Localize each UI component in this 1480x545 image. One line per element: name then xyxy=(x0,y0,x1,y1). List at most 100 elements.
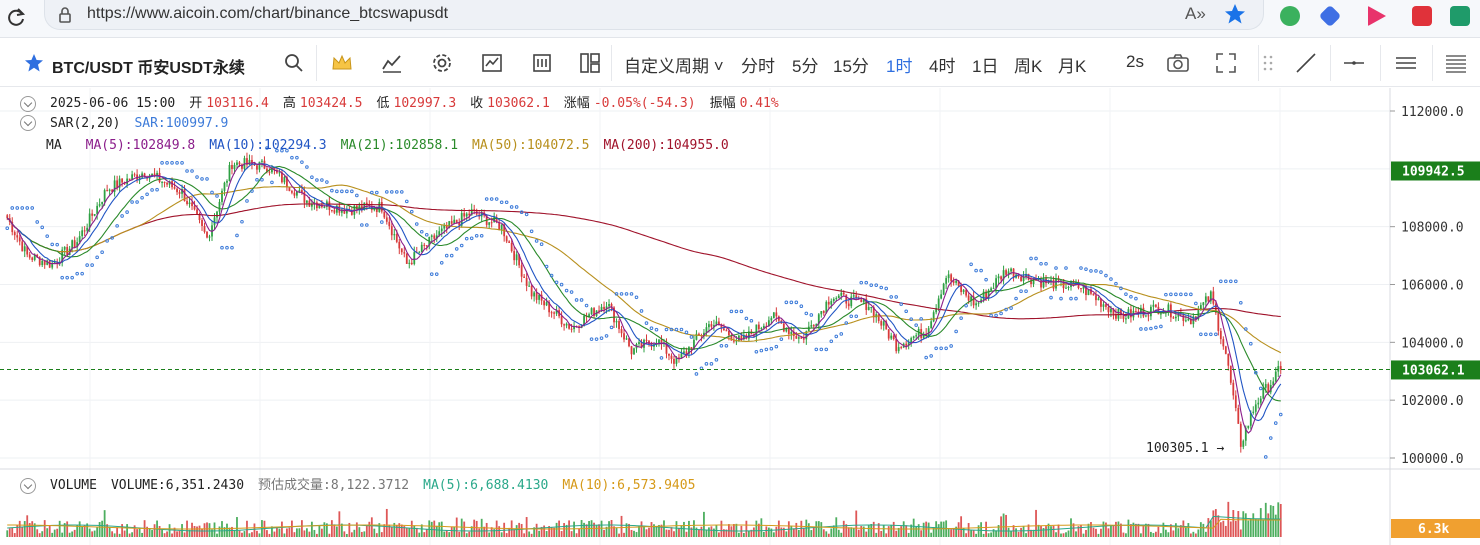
candle-body xyxy=(1199,305,1202,310)
sar-dot xyxy=(1039,261,1043,266)
period-tab-fenshi[interactable]: 分时 xyxy=(741,57,775,76)
volume-bar xyxy=(815,521,818,537)
extension-triangle-icon[interactable] xyxy=(1318,4,1342,28)
extension-cloud-icon[interactable] xyxy=(1280,6,1300,26)
period-tab-5m[interactable]: 5分 xyxy=(792,57,819,76)
volume-bar xyxy=(485,522,488,537)
candle-body xyxy=(468,213,471,216)
extension-wallet-icon[interactable] xyxy=(1450,6,1470,26)
candle-body xyxy=(782,323,785,332)
sar-dot xyxy=(195,175,199,179)
extension-play-icon[interactable] xyxy=(1368,6,1386,26)
url-text[interactable]: https://www.aicoin.com/chart/binance_btc… xyxy=(87,5,449,22)
drag-handle-icon[interactable] xyxy=(1262,51,1274,75)
favorite-star-icon[interactable] xyxy=(1223,2,1247,26)
sar-dot xyxy=(15,206,20,210)
extension-grid-icon[interactable] xyxy=(1412,6,1432,26)
candle-body xyxy=(138,177,141,180)
collapse-toggle-icon[interactable] xyxy=(20,115,36,131)
period-tab-15m[interactable]: 15分 xyxy=(833,57,869,76)
candle-body xyxy=(365,202,368,206)
candle-body xyxy=(1224,346,1227,354)
period-tab-4h[interactable]: 4时 xyxy=(929,57,956,76)
sar-dot xyxy=(1243,327,1248,331)
candle-body xyxy=(223,182,226,191)
sar-dot xyxy=(669,327,674,332)
candle-body xyxy=(977,302,980,304)
volume-bar xyxy=(710,526,713,537)
volume-bar xyxy=(528,531,531,537)
search-icon[interactable] xyxy=(282,51,306,75)
horizontal-line-icon[interactable] xyxy=(1342,51,1366,75)
candle-body xyxy=(800,337,803,339)
volume-bar xyxy=(1157,526,1160,537)
sar-dot xyxy=(120,214,124,218)
sar-dot xyxy=(30,206,35,210)
template-icon[interactable] xyxy=(530,51,554,75)
volume-bar xyxy=(121,524,124,537)
fullscreen-icon[interactable] xyxy=(1214,51,1238,75)
camera-icon[interactable] xyxy=(1166,51,1190,75)
volume-bar xyxy=(1167,532,1170,537)
chart-type-icon[interactable] xyxy=(480,51,504,75)
volume-bar xyxy=(281,521,283,537)
sar-dot xyxy=(549,273,554,278)
address-bar[interactable]: https://www.aicoin.com/chart/binance_btc… xyxy=(44,0,1264,30)
volume-bar xyxy=(163,533,166,537)
sar-dot xyxy=(389,190,394,194)
ma5-value: MA(5):102849.8 xyxy=(85,138,196,153)
volume-bar xyxy=(633,530,635,537)
trend-line-icon[interactable] xyxy=(1294,51,1318,75)
favorite-star-icon[interactable] xyxy=(24,53,44,73)
custom-period-dropdown[interactable]: 自定义周期 ˅ xyxy=(624,57,724,76)
sar-dot xyxy=(110,236,114,240)
candle-body xyxy=(815,323,818,327)
volume-bar xyxy=(1209,520,1212,537)
gear-icon[interactable] xyxy=(430,51,454,75)
period-tab-1d[interactable]: 1日 xyxy=(972,57,999,76)
collapse-toggle-icon[interactable] xyxy=(20,477,36,494)
volume-bar xyxy=(870,523,873,537)
volume-bar xyxy=(1217,515,1220,537)
volume-bar xyxy=(523,533,526,537)
parallel-channel-icon[interactable] xyxy=(1394,51,1418,75)
candle-body xyxy=(615,321,618,323)
volume-bar xyxy=(525,517,528,537)
volume-bar xyxy=(1107,528,1110,537)
candle-body xyxy=(96,205,99,215)
volume-bar xyxy=(905,525,908,537)
layout-icon[interactable] xyxy=(578,51,602,75)
candle-body xyxy=(163,181,166,183)
volume-bar xyxy=(720,520,723,537)
symbol-title[interactable]: BTC/USDT 币安USDT永续 xyxy=(52,60,245,77)
read-aloud-icon[interactable]: A» xyxy=(1185,4,1206,23)
candle-body xyxy=(832,299,835,302)
reload-icon[interactable] xyxy=(4,6,28,30)
volume-bar xyxy=(320,528,323,537)
period-tab-1h[interactable]: 1时 xyxy=(886,57,913,76)
sar-dot xyxy=(1204,332,1208,337)
ma21-line xyxy=(6,165,1281,402)
candle-body xyxy=(500,224,503,230)
refresh-interval[interactable]: 2s xyxy=(1126,52,1144,71)
crown-icon[interactable] xyxy=(330,51,354,75)
indicator-icon[interactable] xyxy=(380,51,404,75)
fibonacci-icon[interactable] xyxy=(1444,51,1468,75)
volume-bar xyxy=(323,522,326,537)
collapse-toggle-icon[interactable] xyxy=(20,95,36,112)
chart-area[interactable]: 112000.0 108000.0 106000.0 104000.0 102000.0… xyxy=(0,88,1480,545)
volume-bar xyxy=(795,522,798,537)
sar-dot xyxy=(370,190,374,195)
volume-bar xyxy=(975,533,978,537)
sar-dot xyxy=(310,175,314,179)
candle-body xyxy=(123,182,126,185)
period-tab-week[interactable]: 周K xyxy=(1014,57,1043,76)
period-tab-month[interactable]: 月K xyxy=(1058,57,1087,76)
sar-dot xyxy=(175,161,179,165)
volume-bar xyxy=(36,529,39,537)
volume-bar xyxy=(840,532,843,537)
candle-body xyxy=(737,335,740,341)
sar-dot xyxy=(594,337,599,341)
price-chart[interactable]: 112000.0 108000.0 106000.0 104000.0 102000.0… xyxy=(0,88,1480,545)
candle-body xyxy=(390,226,393,236)
